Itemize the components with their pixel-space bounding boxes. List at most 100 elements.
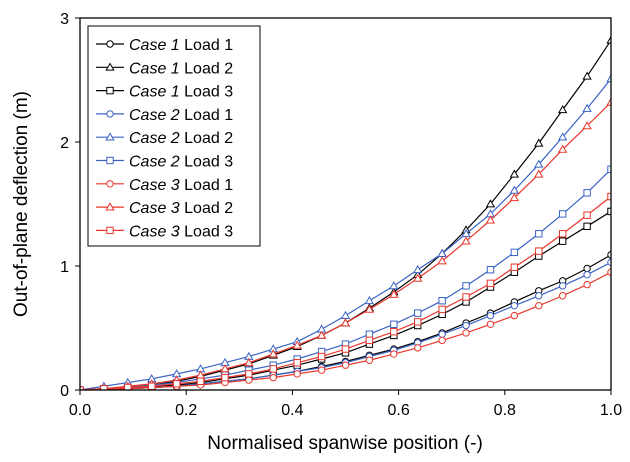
- legend-load-text: Load 1: [180, 37, 233, 54]
- legend-label-case-1-load-1: Case 1 Load 1: [129, 37, 233, 54]
- data-point-case-2-load-1: [438, 330, 446, 338]
- x-tick-label: 0.6: [387, 402, 409, 419]
- legend-label-case-2-load-3: Case 2 Load 3: [129, 154, 233, 171]
- data-point-case-3-load-3: [124, 383, 132, 390]
- data-point-case-3-load-3: [293, 359, 301, 367]
- legend-marker-case-2-load-1: [106, 110, 114, 118]
- data-point-case-3-load-3: [172, 380, 181, 388]
- data-point-case-1-load-3: [583, 222, 591, 231]
- data-point-case-1-load-2: [509, 169, 520, 178]
- data-point-case-3-load-2: [606, 97, 611, 106]
- data-point-case-3-load-3: [558, 230, 567, 238]
- legend-label-case-1-load-2: Case 1 Load 2: [129, 60, 233, 77]
- data-point-case-3-load-3: [365, 336, 374, 345]
- data-point-case-2-load-3: [390, 320, 398, 328]
- data-point-case-2-load-3: [365, 330, 374, 338]
- data-point-case-3-load-1: [558, 292, 567, 300]
- series-line-case-3-load-1: [80, 271, 611, 390]
- data-point-case-3-load-1: [535, 301, 543, 310]
- data-point-case-3-load-1: [510, 311, 519, 320]
- legend-case-text: Case 1: [129, 37, 180, 54]
- data-point-case-3-load-2: [389, 289, 399, 298]
- data-point-case-2-load-2: [340, 310, 351, 319]
- data-point-case-3-load-3: [535, 247, 543, 255]
- data-point-case-3-load-1: [269, 373, 277, 382]
- data-point-case-3-load-2: [220, 364, 230, 373]
- data-point-case-3-load-1: [462, 329, 470, 337]
- data-point-case-2-load-3: [535, 230, 543, 238]
- legend-case-text: Case 2: [129, 107, 180, 124]
- data-point-case-3-load-3: [510, 263, 519, 271]
- legend-label-case-3-load-1: Case 3 Load 1: [129, 177, 233, 194]
- data-point-case-3-load-3: [390, 328, 398, 336]
- legend-load-text: Load 3: [180, 223, 233, 240]
- data-point-case-3-load-3: [438, 305, 446, 314]
- x-tick-label: 0.4: [281, 402, 303, 419]
- data-point-case-2-load-1: [535, 292, 543, 300]
- legend-marker-case-3-load-2: [105, 202, 115, 211]
- data-point-case-3-load-2: [437, 256, 447, 265]
- data-point-case-3-load-3: [583, 211, 591, 219]
- x-tick-label: 0.2: [175, 402, 197, 419]
- data-point-case-2-load-2: [582, 103, 592, 112]
- data-point-case-2-load-1: [583, 270, 591, 279]
- data-point-case-1-load-2: [558, 104, 568, 114]
- data-point-case-3-load-2: [485, 215, 496, 224]
- x-axis-title: Normalised spanwise position (-): [207, 433, 483, 454]
- data-point-case-3-load-2: [534, 169, 544, 178]
- data-point-case-3-load-2: [316, 330, 327, 339]
- data-point-case-3-load-1: [341, 361, 350, 369]
- data-point-case-2-load-2: [389, 281, 399, 290]
- data-point-case-2-load-2: [413, 264, 423, 274]
- plot-frame: [79, 17, 612, 391]
- legend-label-case-3-load-3: Case 3 Load 3: [129, 223, 233, 240]
- y-tick-label: 0: [60, 383, 69, 400]
- data-point-case-3-load-2: [413, 273, 423, 282]
- legend-case-text: Case 3: [129, 200, 180, 217]
- legend-load-text: Load 3: [180, 84, 233, 101]
- data-point-case-1-load-2: [606, 35, 611, 44]
- data-point-case-3-load-1: [245, 376, 253, 384]
- legend-case-text: Case 3: [129, 223, 180, 240]
- data-point-case-2-load-3: [486, 266, 495, 274]
- x-axis-ticks: 0.0 0.2 0.4 0.6 0.8 1.0: [69, 390, 622, 419]
- data-point-case-3-load-3: [486, 279, 495, 288]
- y-tick-label: 1: [60, 259, 69, 276]
- data-point-case-3-load-2: [582, 121, 592, 130]
- data-point-case-3-load-3: [414, 318, 422, 326]
- legend-case-text: Case 3: [129, 177, 180, 194]
- data-point-case-3-load-2: [244, 357, 254, 367]
- data-point-case-3-load-3: [147, 382, 156, 390]
- x-tick-label: 0.0: [69, 402, 91, 419]
- data-point-case-1-load-2: [534, 138, 544, 147]
- legend-label-case-2-load-2: Case 2 Load 2: [129, 130, 233, 147]
- legend-marker-case-1-load-2: [105, 62, 115, 71]
- data-point-case-3-load-3: [317, 352, 326, 361]
- data-point-case-3-load-1: [438, 336, 446, 345]
- data-point-case-2-load-1: [486, 311, 495, 320]
- data-point-case-2-load-3: [438, 297, 446, 305]
- legend-load-text: Load 1: [180, 107, 233, 124]
- legend-load-text: Load 2: [180, 130, 233, 147]
- y-axis-title: Out-of-plane deflection (m): [11, 91, 32, 317]
- legend-marker-case-1-load-1: [106, 40, 114, 48]
- data-point-case-2-load-2: [558, 132, 568, 141]
- x-tick-label: 1.0: [600, 402, 622, 419]
- data-point-case-3-load-3: [100, 385, 108, 390]
- data-point-case-3-load-1: [390, 350, 398, 358]
- legend-box: [87, 25, 261, 247]
- data-point-case-3-load-2: [268, 349, 278, 358]
- data-point-case-3-load-1: [414, 344, 422, 352]
- data-point-case-1-load-2: [582, 71, 592, 80]
- legend-label-case-3-load-2: Case 3 Load 2: [129, 200, 233, 217]
- data-point-case-3-load-1: [583, 280, 591, 289]
- legend-marker-case-2-load-2: [105, 132, 115, 141]
- data-point-case-2-load-3: [583, 189, 591, 197]
- data-point-case-3-load-3: [196, 377, 205, 386]
- data-point-case-2-load-1: [462, 321, 470, 330]
- data-point-case-3-load-2: [509, 192, 520, 202]
- legend-marker-case-3-load-3: [106, 226, 114, 235]
- y-tick-label: 3: [60, 11, 69, 28]
